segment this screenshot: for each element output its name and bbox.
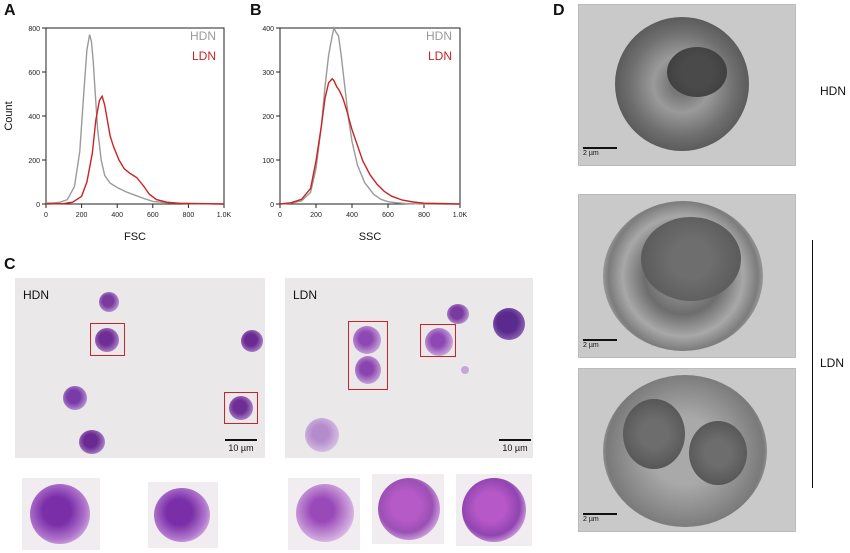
legend-ldn: LDN bbox=[192, 49, 216, 63]
hdn-zoom-crop bbox=[148, 482, 218, 548]
y-tick-label: 300 bbox=[262, 70, 274, 77]
scale-bar: 10 µm bbox=[225, 439, 257, 453]
ldn-zoom-crop bbox=[456, 474, 532, 546]
x-axis-label: FSC bbox=[124, 231, 146, 243]
neutrophil-cell bbox=[353, 326, 381, 354]
panel-letter-d: D bbox=[553, 2, 565, 19]
em-scale-bar: 2 µm bbox=[583, 513, 617, 523]
scale-bar-label: 10 µm bbox=[228, 443, 254, 453]
x-tick-label: 1.0K bbox=[217, 212, 232, 219]
panel-letter-a: A bbox=[4, 2, 16, 19]
neutrophil-cell bbox=[425, 328, 453, 356]
y-tick-label: 400 bbox=[28, 114, 40, 121]
neutrophil-cell bbox=[447, 304, 469, 324]
x-tick-label: 0 bbox=[278, 212, 282, 219]
y-tick-label: 800 bbox=[28, 26, 40, 33]
y-tick-label: 100 bbox=[262, 158, 274, 165]
hdn-cytospin-label: HDN bbox=[23, 288, 49, 302]
y-tick-label: 200 bbox=[262, 114, 274, 121]
ldn-cytospin-image: LDN 10 µm bbox=[285, 278, 533, 458]
em-scale-label: 2 µm bbox=[583, 341, 599, 349]
panel-letter-b: B bbox=[250, 2, 262, 19]
x-tick-label: 800 bbox=[183, 212, 195, 219]
selection-box bbox=[90, 323, 125, 356]
neutrophil-cell bbox=[355, 356, 381, 384]
x-axis-label: SSC bbox=[359, 231, 382, 243]
em-hdn-label: HDN bbox=[820, 84, 846, 98]
x-tick-label: 1.0K bbox=[453, 212, 468, 219]
x-tick-label: 200 bbox=[310, 212, 322, 219]
fsc-histogram-chart: 0 200 400 600 800 1.0K 0 200 400 600 800 HDN LDN FSC C… bbox=[3, 26, 232, 243]
legend-hdn: HDN bbox=[190, 29, 216, 43]
y-tick-label: 0 bbox=[36, 202, 40, 209]
x-tick-label: 600 bbox=[382, 212, 394, 219]
y-tick-label: 0 bbox=[270, 202, 274, 209]
series-line-ldn bbox=[45, 94, 225, 205]
hdn-zoom-crop bbox=[22, 478, 100, 550]
legend-ldn: LDN bbox=[428, 49, 452, 63]
neutrophil-cell bbox=[493, 308, 525, 340]
ldn-cytospin-label: LDN bbox=[293, 288, 318, 302]
series-line-hdn bbox=[279, 25, 460, 205]
em-ldn-label: LDN bbox=[820, 356, 845, 370]
neutrophil-cell bbox=[95, 328, 119, 352]
x-tick-label: 400 bbox=[346, 212, 358, 219]
ldn-bracket-line bbox=[812, 240, 813, 488]
selection-box bbox=[348, 321, 388, 390]
scale-bar: 10 µm bbox=[499, 439, 531, 453]
y-tick-label: 200 bbox=[28, 158, 40, 165]
ldn-zoom-crop bbox=[372, 474, 444, 544]
debris-dot bbox=[461, 366, 469, 374]
neutrophil-cell bbox=[99, 292, 119, 312]
y-axis-label: Count bbox=[3, 101, 15, 130]
neutrophil-cell bbox=[241, 330, 263, 352]
scale-bar-label: 10 µm bbox=[502, 443, 528, 453]
ldn-em-image-2: 2 µm bbox=[578, 368, 796, 532]
hdn-em-image: 2 µm bbox=[578, 4, 796, 166]
x-tick-label: 400 bbox=[111, 212, 123, 219]
x-tick-label: 600 bbox=[147, 212, 159, 219]
neutrophil-cell bbox=[63, 386, 87, 410]
ssc-histogram-chart: 0 200 400 600 800 1.0K 0 100 200 300 400 HDN LDN SSC bbox=[262, 25, 468, 243]
em-scale-bar: 2 µm bbox=[583, 147, 617, 157]
em-scale-bar: 2 µm bbox=[583, 339, 617, 349]
y-tick-label: 400 bbox=[262, 26, 274, 33]
neutrophil-cell bbox=[305, 418, 339, 452]
em-scale-label: 2 µm bbox=[583, 149, 599, 157]
em-scale-label: 2 µm bbox=[583, 515, 599, 523]
panel-letter-c: C bbox=[4, 256, 16, 273]
series-line-hdn bbox=[46, 34, 225, 205]
x-tick-label: 800 bbox=[418, 212, 430, 219]
hdn-cytospin-image: HDN 10 µm bbox=[15, 278, 265, 458]
x-tick-label: 200 bbox=[76, 212, 88, 219]
selection-box bbox=[420, 324, 456, 357]
neutrophil-cell bbox=[229, 396, 253, 420]
neutrophil-cell bbox=[79, 430, 105, 454]
selection-box bbox=[224, 392, 258, 424]
ldn-zoom-crop bbox=[288, 478, 360, 550]
series-line-ldn bbox=[279, 77, 461, 205]
legend-hdn: HDN bbox=[426, 29, 452, 43]
x-tick-label: 0 bbox=[44, 212, 48, 219]
ldn-em-image-1: 2 µm bbox=[578, 194, 796, 358]
y-tick-label: 600 bbox=[28, 70, 40, 77]
